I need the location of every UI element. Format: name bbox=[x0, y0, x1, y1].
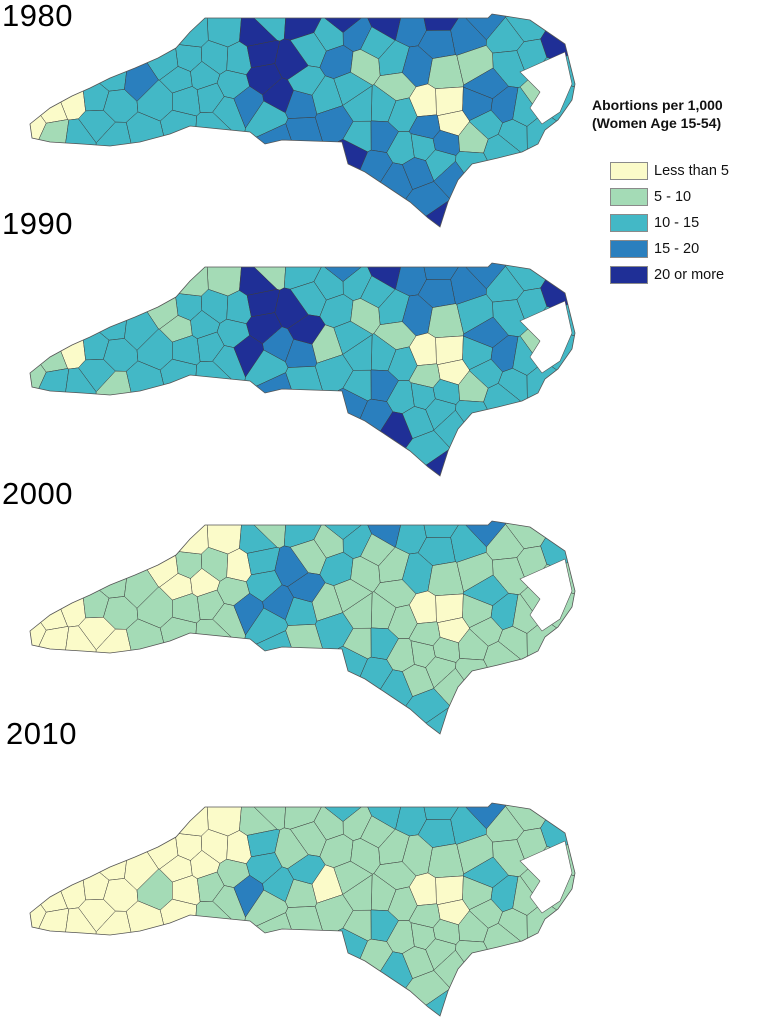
county-region bbox=[333, 398, 394, 476]
legend-item: 5 - 10 bbox=[610, 184, 757, 210]
county-region bbox=[333, 149, 394, 227]
legend-item: 15 - 20 bbox=[610, 236, 757, 262]
county-region bbox=[48, 263, 131, 341]
county-region bbox=[30, 521, 86, 628]
county-region bbox=[540, 14, 575, 61]
county-region bbox=[30, 368, 70, 476]
legend-label: 20 or more bbox=[654, 267, 725, 283]
map-2000 bbox=[0, 515, 600, 740]
county-region bbox=[80, 573, 110, 619]
state-outline bbox=[29, 13, 576, 228]
legend-swatch bbox=[610, 162, 648, 180]
state-outline bbox=[29, 520, 576, 735]
county-region bbox=[30, 14, 86, 121]
county-region bbox=[526, 115, 575, 227]
legend-label: 15 - 20 bbox=[654, 241, 700, 257]
county-region bbox=[159, 358, 197, 476]
county-region bbox=[297, 927, 369, 1016]
county-region bbox=[455, 658, 523, 734]
year-label-2000: 2000 bbox=[2, 476, 73, 511]
county-region bbox=[30, 14, 68, 124]
county-region bbox=[297, 645, 369, 734]
county-region bbox=[80, 315, 110, 361]
county-region bbox=[526, 622, 575, 734]
pamlico-sound bbox=[519, 51, 573, 125]
map-1980 bbox=[0, 8, 600, 233]
county-region bbox=[455, 400, 523, 476]
county-region bbox=[48, 521, 131, 599]
county-region bbox=[48, 14, 131, 92]
county-region bbox=[30, 626, 70, 734]
state-map-svg bbox=[29, 802, 576, 1017]
county-region bbox=[48, 803, 131, 881]
legend-items: Less than 5 5 - 10 10 - 15 15 - 20 20 or… bbox=[610, 158, 757, 288]
county-region bbox=[30, 263, 68, 373]
legend-label: 5 - 10 bbox=[654, 189, 692, 205]
legend-item: 10 - 15 bbox=[610, 210, 757, 236]
state-map-svg bbox=[29, 262, 576, 477]
legend-swatch bbox=[610, 266, 648, 284]
year-label-1980: 1980 bbox=[2, 0, 73, 33]
county-region bbox=[30, 803, 68, 913]
county-region bbox=[135, 521, 209, 555]
county-region bbox=[135, 803, 209, 837]
county-region bbox=[540, 263, 575, 310]
legend-label: 10 - 15 bbox=[654, 215, 700, 231]
state-outline bbox=[29, 802, 576, 1017]
pamlico-sound bbox=[519, 840, 573, 914]
county-region bbox=[526, 904, 575, 1016]
county-region bbox=[30, 119, 70, 227]
county-region bbox=[30, 521, 68, 631]
county-region bbox=[540, 521, 575, 568]
legend-swatch bbox=[610, 240, 648, 258]
map-1990 bbox=[0, 257, 600, 482]
county-region bbox=[135, 14, 209, 48]
legend-item: Less than 5 bbox=[610, 158, 757, 184]
year-label-1990: 1990 bbox=[2, 206, 73, 241]
county-region bbox=[30, 803, 86, 910]
county-region bbox=[80, 66, 110, 112]
county-region bbox=[30, 263, 86, 370]
state-map-svg bbox=[29, 520, 576, 735]
legend-swatch bbox=[610, 188, 648, 206]
county-region bbox=[526, 364, 575, 476]
county-region bbox=[159, 616, 197, 734]
map-2010 bbox=[0, 797, 600, 1022]
year-label-2010: 2010 bbox=[6, 716, 77, 751]
legend-title: Abortions per 1,000 (Women Age 15-54) bbox=[592, 96, 757, 132]
state-outline bbox=[29, 262, 576, 477]
county-region bbox=[455, 940, 523, 1016]
county-region bbox=[297, 138, 369, 227]
legend-title-line1: Abortions per 1,000 bbox=[592, 97, 723, 113]
legend: Abortions per 1,000 (Women Age 15-54) Le… bbox=[592, 96, 757, 288]
legend-title-line2: (Women Age 15-54) bbox=[592, 115, 722, 131]
legend-label: Less than 5 bbox=[654, 163, 729, 179]
county-region bbox=[135, 263, 209, 297]
pamlico-sound bbox=[519, 558, 573, 632]
county-region bbox=[80, 855, 110, 901]
county-region bbox=[540, 803, 575, 850]
state-map-svg bbox=[29, 13, 576, 228]
legend-swatch bbox=[610, 214, 648, 232]
county-region bbox=[333, 656, 394, 734]
county-region bbox=[159, 109, 197, 227]
pamlico-sound bbox=[519, 300, 573, 374]
county-region bbox=[159, 898, 197, 1016]
county-region bbox=[455, 151, 523, 227]
county-region bbox=[297, 387, 369, 476]
county-region bbox=[333, 938, 394, 1016]
legend-item: 20 or more bbox=[610, 262, 757, 288]
county-region bbox=[30, 908, 70, 1016]
